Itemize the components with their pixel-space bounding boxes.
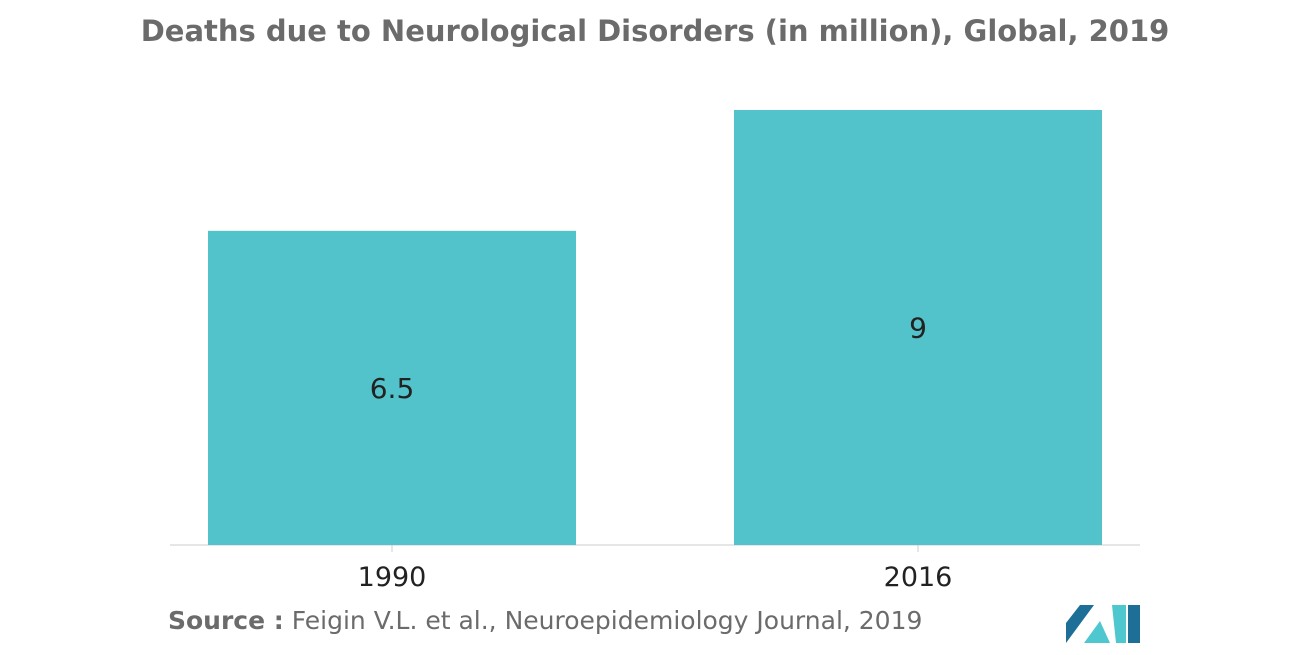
source-prefix: Source : bbox=[168, 606, 284, 635]
x-tick-label-2016: 2016 bbox=[884, 562, 953, 593]
logo-left-shape bbox=[1066, 605, 1094, 643]
data-label-1990: 6.5 bbox=[370, 372, 415, 405]
bar-1990 bbox=[208, 230, 576, 546]
brand-logo-icon bbox=[1066, 605, 1140, 643]
logo-far-shape bbox=[1128, 605, 1140, 643]
logo-right-shape bbox=[1112, 605, 1126, 643]
chart-title: Deaths due to Neurological Disorders (in… bbox=[140, 14, 1170, 48]
source-text: Feigin V.L. et al., Neuroepidemiology Jo… bbox=[291, 606, 923, 635]
source-line: Source : Feigin V.L. et al., Neuroepidem… bbox=[168, 606, 922, 635]
x-tick-label-1990: 1990 bbox=[358, 562, 427, 593]
bar-2016 bbox=[734, 110, 1102, 545]
data-label-2016: 9 bbox=[909, 312, 927, 345]
logo-mid-shape bbox=[1084, 621, 1110, 643]
